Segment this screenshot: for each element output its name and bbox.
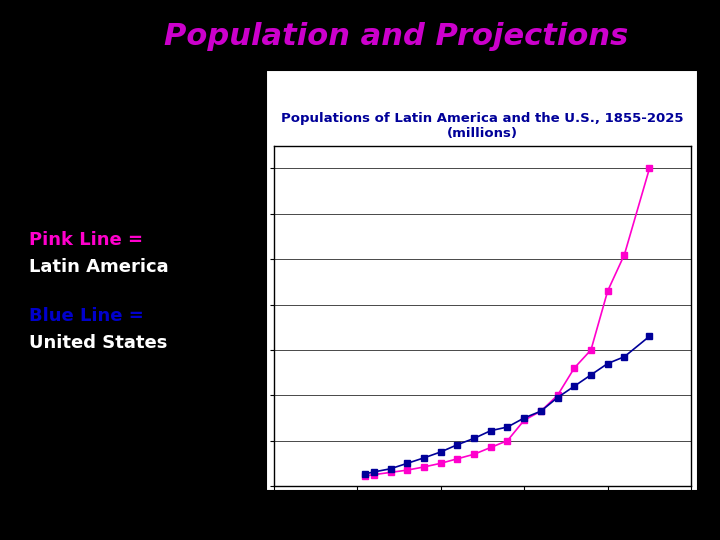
- Text: Latin America: Latin America: [29, 258, 168, 276]
- Text: United States: United States: [29, 334, 167, 352]
- Text: Pink Line =: Pink Line =: [29, 231, 143, 249]
- Text: Population and Projections: Population and Projections: [164, 22, 628, 51]
- Text: Blue Line =: Blue Line =: [29, 307, 143, 325]
- Title: Populations of Latin America and the U.S., 1855-2025
(millions): Populations of Latin America and the U.S…: [281, 112, 684, 140]
